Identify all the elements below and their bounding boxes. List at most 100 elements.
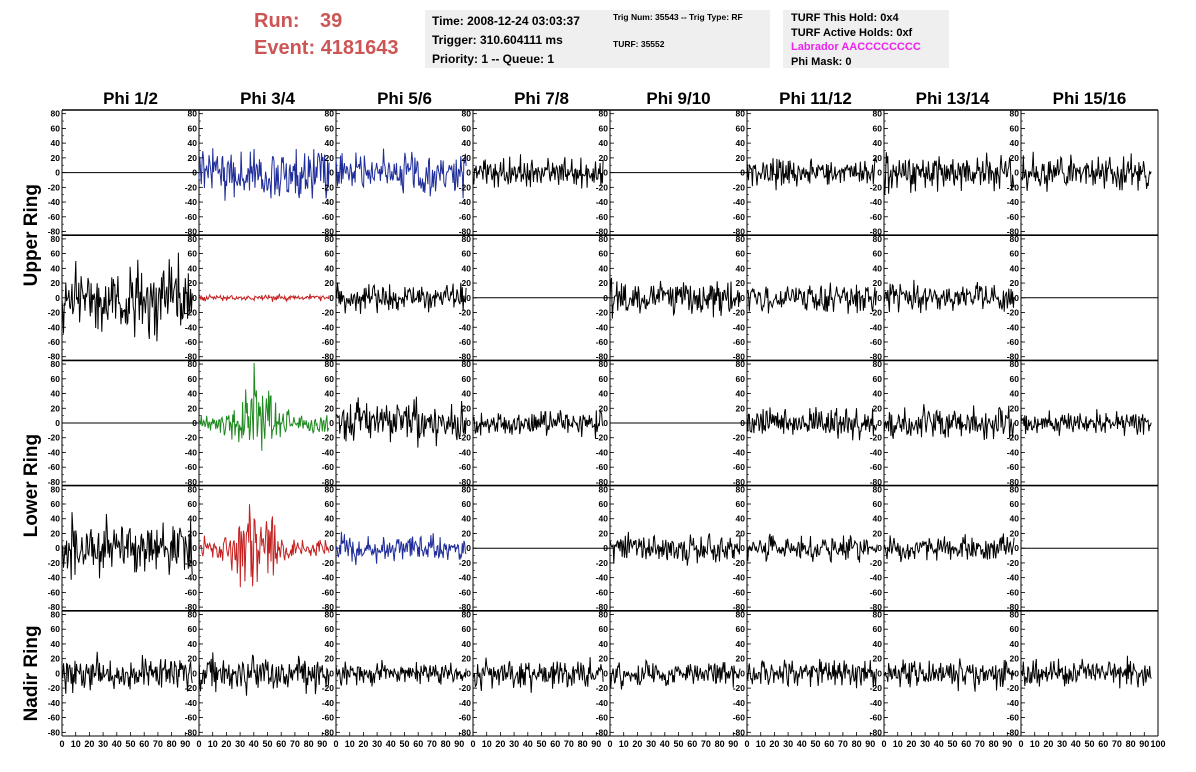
panel-r1-c8-ytick-label-20: 20	[1010, 153, 1020, 163]
panel-r1-c2-ytick-label--20: -20	[185, 182, 198, 192]
time-text: Time: 2008-12-24 03:03:37	[432, 14, 580, 28]
panel-r4-c8-ytick-label-40: 40	[1010, 514, 1020, 524]
panel-r2-c4-ytick-label--40: -40	[459, 322, 472, 332]
panel-r3-c7-ytick-label-40: 40	[873, 389, 883, 399]
panel-r5-c2-xtick-label-70: 70	[290, 739, 300, 749]
panel-r2-c7-ytick-label-0: 0	[877, 293, 882, 303]
panel-r4-c3-ytick-label-0: 0	[329, 543, 334, 553]
event-label: Event:	[254, 37, 316, 59]
panel-r5-c2-xtick-label-40: 40	[249, 739, 259, 749]
panel-r3-c5-ytick-label--60: -60	[596, 462, 609, 472]
panel-r1-c4-ytick-label--60: -60	[459, 212, 472, 222]
panel-r2-c5-ytick-label-40: 40	[599, 263, 609, 273]
trig-num-text: Trig Num: 35543 -- Trig Type: RF	[613, 12, 743, 22]
panel-r2-c1-ytick-label-80: 80	[51, 234, 61, 244]
panel-r5-c5-ytick-label--60: -60	[596, 713, 609, 723]
panel-r5-c3-ytick-label-60: 60	[325, 624, 335, 634]
column-header-5: Phi 9/10	[646, 89, 710, 108]
panel-r4-c7-ytick-label-60: 60	[873, 499, 883, 509]
column-header-6: Phi 11/12	[779, 89, 852, 108]
panel-r5-c3-xtick-label-90: 90	[454, 739, 464, 749]
panel-r4-c4-ytick-label-0: 0	[466, 543, 471, 553]
panel-r2-c7-ytick-label-60: 60	[873, 249, 883, 259]
panel-r5-c7-trace	[883, 658, 1015, 692]
panel-r3-c7-ytick-label-60: 60	[873, 374, 883, 384]
panel-r3-c5-ytick-label-0: 0	[603, 418, 608, 428]
panel-r2-c2-ytick-label--20: -20	[185, 308, 198, 318]
panel-r4-c6-ytick-label--60: -60	[733, 587, 746, 597]
panel-r2-c7-ytick-label-80: 80	[873, 234, 883, 244]
panel-r4-c8-ytick-label--40: -40	[1007, 573, 1020, 583]
column-header-3: Phi 5/6	[377, 89, 432, 108]
panel-r4-c5-ytick-label--20: -20	[596, 558, 609, 568]
panel-r3-c7-ytick-label--60: -60	[870, 462, 883, 472]
panel-r5-c5-xtick-label-90: 90	[728, 739, 738, 749]
panel-r1-c7-ytick-label--20: -20	[870, 182, 883, 192]
panel-r5-c6-xtick-label-70: 70	[838, 739, 848, 749]
panel-r4-c1-ytick-label--20: -20	[48, 558, 61, 568]
panel-r2-c4-ytick-label--80: -80	[459, 352, 472, 362]
panel-r3-c8-ytick-label-20: 20	[1010, 403, 1020, 413]
panel-r4-c2-ytick-label-0: 0	[192, 543, 197, 553]
panel-r5-c1-xtick-label-60: 60	[139, 739, 149, 749]
panel-r5-c1-xtick-label-90: 90	[180, 739, 190, 749]
turf-info-box: TURF This Hold: 0x4 TURF Active Holds: 0…	[783, 10, 949, 68]
panel-r5-c8-xtick-label-70: 70	[1112, 739, 1122, 749]
panel-r1-c6-ytick-label-20: 20	[736, 153, 746, 163]
run-value: 39	[320, 10, 343, 32]
panel-r5-c8-xtick-label-40: 40	[1071, 739, 1081, 749]
panel-r5-c1-xtick-label-50: 50	[125, 739, 135, 749]
panel-r5-c4-ytick-label-80: 80	[462, 609, 472, 619]
panel-r1-c6-ytick-label--20: -20	[733, 182, 746, 192]
panel-r1-c4-ytick-label-40: 40	[462, 138, 472, 148]
panel-r5-c8-ytick-label--80: -80	[1007, 727, 1020, 737]
panel-r3-c2-ytick-label-20: 20	[188, 403, 198, 413]
panel-r5-c5-ytick-label-0: 0	[603, 668, 608, 678]
panel-r3-c3-ytick-label--80: -80	[322, 477, 335, 487]
panel-r1-c3-ytick-label--40: -40	[322, 197, 335, 207]
panel-r5-c8-xtick-label-50: 50	[1084, 739, 1094, 749]
panel-r5-c6-ytick-label--40: -40	[733, 698, 746, 708]
panel-r3-c2-ytick-label-80: 80	[188, 359, 198, 369]
panel-r2-c3-ytick-label-0: 0	[329, 293, 334, 303]
panel-r5-c5-ytick-label--20: -20	[596, 683, 609, 693]
panel-r5-c4-ytick-label--80: -80	[459, 727, 472, 737]
panel-r2-c7-ytick-label-20: 20	[873, 278, 883, 288]
panel-r5-c8-trace	[1020, 655, 1152, 689]
panel-r5-c8-ytick-label--60: -60	[1007, 713, 1020, 723]
panel-r1-c7-ytick-label-0: 0	[877, 168, 882, 178]
panel-r5-c5-xtick-label-70: 70	[701, 739, 711, 749]
panel-r1-c1-ytick-label--40: -40	[48, 197, 61, 207]
panel-r4-c7-ytick-label-0: 0	[877, 543, 882, 553]
panel-r4-c6-ytick-label-80: 80	[736, 484, 746, 494]
turf-text: TURF: 35552	[613, 39, 665, 49]
panel-r4-c6-trace	[746, 533, 878, 564]
panel-r1-c6-ytick-label--60: -60	[733, 212, 746, 222]
panel-r5-c8-ytick-label-60: 60	[1010, 624, 1020, 634]
panel-r5-c3-ytick-label--40: -40	[322, 698, 335, 708]
panel-r5-c3-ytick-label--60: -60	[322, 713, 335, 723]
panel-r1-c1-ytick-label--60: -60	[48, 212, 61, 222]
panel-r1-c7-ytick-label--40: -40	[870, 197, 883, 207]
panel-r4-c2-ytick-label-40: 40	[188, 514, 198, 524]
panel-r1-c8-ytick-label--60: -60	[1007, 212, 1020, 222]
panel-r3-c2-trace	[198, 362, 330, 451]
panel-r2-c1-ytick-label--40: -40	[48, 322, 61, 332]
panel-r1-c8-ytick-label-0: 0	[1014, 168, 1019, 178]
panel-r5-c6-xtick-label-60: 60	[824, 739, 834, 749]
panel-r5-c2-ytick-label-60: 60	[188, 624, 198, 634]
panel-r2-c8-ytick-label--40: -40	[1007, 322, 1020, 332]
panel-r5-c1-ytick-label--60: -60	[48, 713, 61, 723]
panel-r1-c6-ytick-label-60: 60	[736, 123, 746, 133]
priority-text: Priority: 1 -- Queue: 1	[432, 52, 555, 66]
event-value: 4181643	[320, 37, 399, 59]
panel-r3-c3-ytick-label--20: -20	[322, 433, 335, 443]
panel-r5-c3-ytick-label-80: 80	[325, 609, 335, 619]
panel-r5-c6-xtick-label-30: 30	[783, 739, 793, 749]
ring-label-3: Nadir Ring	[21, 625, 42, 721]
panel-r3-c2-ytick-label-0: 0	[192, 418, 197, 428]
panel-r3-c7-ytick-label-80: 80	[873, 359, 883, 369]
panel-r3-c1-ytick-label--60: -60	[48, 462, 61, 472]
panel-r5-c3-ytick-label--80: -80	[322, 727, 335, 737]
panel-r5-c2-ytick-label--20: -20	[185, 683, 198, 693]
